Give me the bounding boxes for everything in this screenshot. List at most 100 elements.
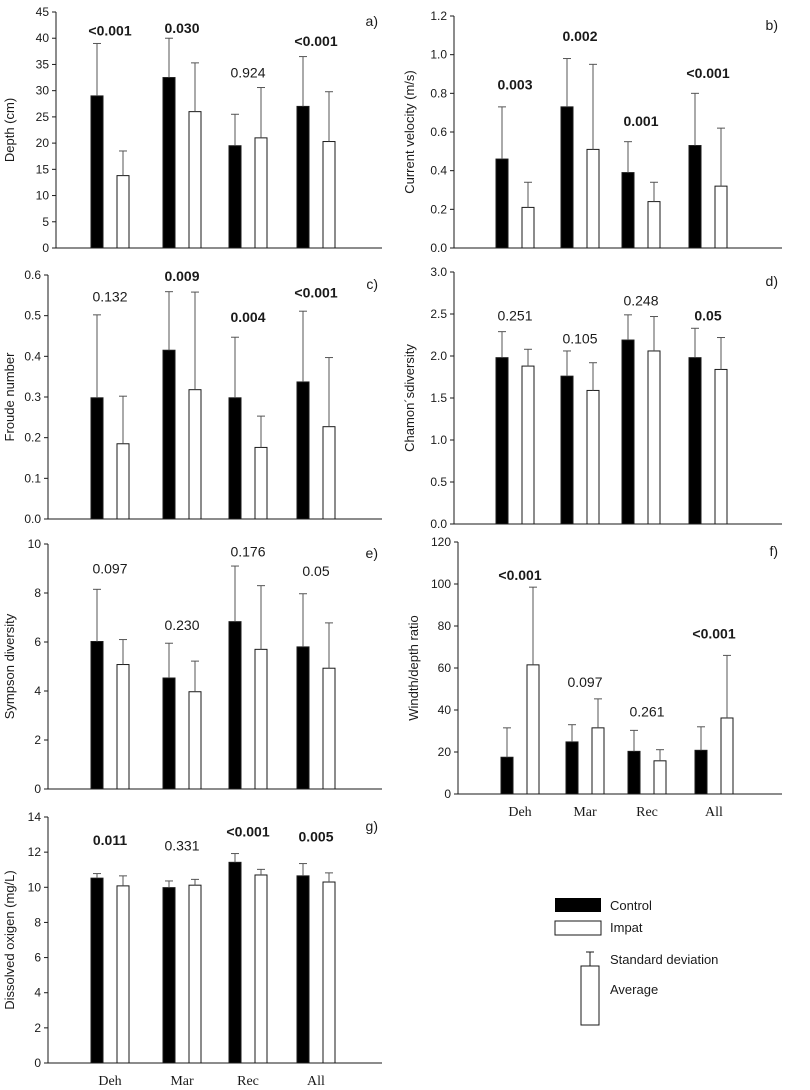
- bar-impact-mar: [586, 389, 600, 525]
- y-tick-label: 12: [28, 845, 42, 859]
- legend-control-swatch: [555, 898, 601, 912]
- y-tick-label: 10: [28, 537, 42, 551]
- p-value-all: <0.001: [692, 626, 735, 642]
- y-axis-label: Sympson diversity: [2, 613, 17, 719]
- bar-control-deh: [90, 877, 104, 1064]
- p-value-mar: 0.105: [562, 330, 597, 346]
- y-tick-label: 25: [36, 110, 50, 124]
- y-tick-label: 2: [34, 733, 41, 747]
- bar-control-mar: [162, 77, 176, 249]
- bar-control-rec: [228, 397, 242, 520]
- y-tick-label: 1.0: [430, 433, 447, 447]
- y-axis-label: Depth (cm): [2, 98, 17, 162]
- bar-impact-rec: [647, 350, 661, 525]
- y-tick-label: 1.5: [430, 391, 447, 405]
- y-tick-label: 1.2: [430, 9, 447, 23]
- legend-impact-label: Impat: [610, 920, 643, 935]
- x-category-label: Deh: [508, 805, 531, 820]
- y-tick-label: 0.6: [24, 268, 41, 282]
- p-value-rec: 0.004: [230, 309, 265, 325]
- bar-control-deh: [495, 158, 509, 249]
- y-tick-label: 0.6: [430, 125, 447, 139]
- x-category-label: All: [705, 805, 723, 820]
- y-tick-label: 120: [431, 535, 451, 549]
- panel-d: 0.0 0.5 1.0 1.5 2.0 2.5 3.0 Chamon´sdiversity d)…: [402, 265, 782, 531]
- bar-control-deh: [500, 756, 514, 795]
- y-tick-label: 20: [438, 745, 452, 759]
- y-tick-label: 80: [438, 619, 452, 633]
- y-tick-label: 6: [34, 951, 41, 965]
- y-tick-label: 15: [36, 162, 50, 176]
- bar-impact-mar: [188, 884, 202, 1064]
- y-tick-label: 10: [28, 880, 42, 894]
- y-axis-label: Chamon´sdiversity: [402, 344, 417, 452]
- bar-control-mar: [565, 741, 579, 795]
- bar-impact-deh: [526, 664, 540, 795]
- bar-impact-rec: [254, 446, 268, 520]
- panel-b: 0.0 0.2 0.4 0.6 0.8 1.0 1.2 Current velocity (m…: [402, 9, 782, 255]
- p-value-rec: 0.001: [623, 113, 658, 129]
- bar-impact-all: [322, 667, 336, 790]
- bar-control-mar: [560, 106, 574, 249]
- bar-impact-rec: [254, 137, 268, 249]
- y-tick-label: 35: [36, 57, 50, 71]
- y-tick-label: 0.5: [430, 475, 447, 489]
- y-tick-label: 3.0: [430, 265, 447, 279]
- bar-impact-mar: [188, 691, 202, 790]
- p-value-all: <0.001: [686, 65, 729, 81]
- panel-letter: b): [766, 17, 778, 33]
- y-tick-label: 0.0: [430, 241, 447, 255]
- p-value-deh: 0.132: [92, 288, 127, 304]
- bar-control-all: [688, 357, 702, 525]
- panel-letter: a): [366, 13, 378, 29]
- bar-control-all: [688, 145, 702, 249]
- p-value-rec: 0.924: [230, 65, 265, 81]
- bar-control-all: [694, 749, 708, 795]
- p-value-all: <0.001: [294, 33, 337, 49]
- bar-control-deh: [495, 357, 509, 525]
- panel-c: 0.0 0.1 0.2 0.3 0.4 0.5 0.6 Froude number c) 0.13…: [2, 268, 382, 526]
- bar-impact-mar: [188, 389, 202, 520]
- bar-impact-all: [720, 717, 734, 795]
- bar-control-all: [296, 646, 310, 790]
- x-category-label: Rec: [237, 1074, 259, 1089]
- legend-sd-label: Standard deviation: [610, 952, 718, 967]
- y-tick-label: 40: [438, 703, 452, 717]
- y-tick-label: 5: [42, 215, 49, 229]
- bar-control-deh: [90, 95, 104, 249]
- bar-impact-rec: [647, 201, 661, 249]
- p-value-rec: 0.248: [623, 293, 658, 309]
- y-tick-label: 0.8: [430, 86, 447, 100]
- p-value-rec: <0.001: [226, 823, 269, 839]
- y-tick-label: 4: [34, 986, 41, 1000]
- y-tick-label: 2.5: [430, 307, 447, 321]
- p-value-all: 0.005: [298, 829, 333, 845]
- bar-impact-mar: [586, 148, 600, 249]
- bar-impact-deh: [116, 443, 130, 520]
- bar-control-rec: [228, 621, 242, 790]
- bar-impact-deh: [116, 664, 130, 790]
- y-tick-label: 14: [28, 810, 42, 824]
- legend-average-bar: [580, 965, 600, 1026]
- bar-impact-deh: [521, 365, 535, 525]
- bar-impact-deh: [116, 885, 130, 1064]
- p-value-all: <0.001: [294, 284, 337, 300]
- panel-letter: g): [366, 818, 378, 834]
- panel-letter: d): [766, 273, 778, 289]
- bar-impact-all: [714, 185, 728, 249]
- y-tick-label: 6: [34, 635, 41, 649]
- x-category-label: Deh: [98, 1074, 121, 1089]
- bar-impact-rec: [254, 648, 268, 790]
- p-value-mar: 0.030: [164, 20, 199, 36]
- bar-control-all: [296, 105, 310, 249]
- p-value-mar: 0.002: [562, 28, 597, 44]
- panel-letter: f): [769, 543, 778, 559]
- y-tick-label: 8: [34, 586, 41, 600]
- bar-control-rec: [228, 145, 242, 249]
- y-tick-label: 0.5: [24, 309, 41, 323]
- panel-f: 0 20 40 60 80 100 120 Windth/depth ratio f) <0.00…: [406, 535, 782, 820]
- legend-control-label: Control: [610, 898, 652, 913]
- bar-control-mar: [162, 887, 176, 1064]
- p-value-deh: 0.251: [497, 308, 532, 324]
